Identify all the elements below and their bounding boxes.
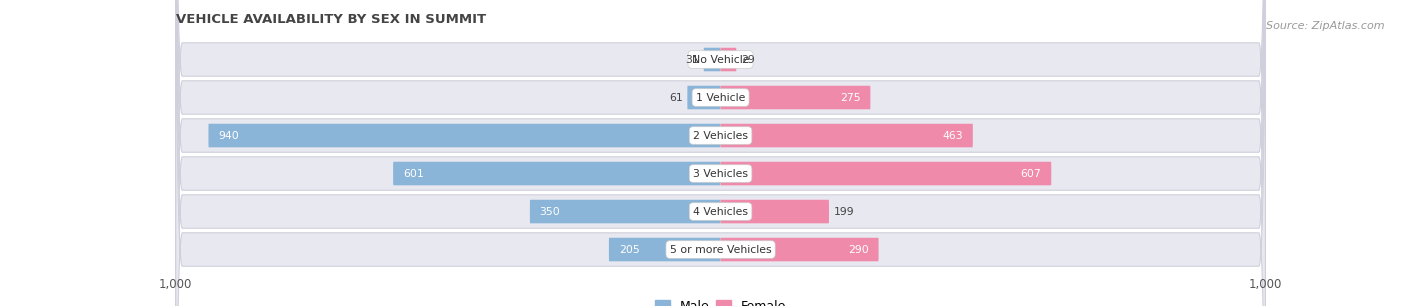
- Legend: Male, Female: Male, Female: [650, 295, 792, 306]
- FancyBboxPatch shape: [176, 0, 1265, 306]
- FancyBboxPatch shape: [721, 238, 879, 261]
- FancyBboxPatch shape: [721, 200, 830, 223]
- Text: 4 Vehicles: 4 Vehicles: [693, 207, 748, 217]
- FancyBboxPatch shape: [176, 0, 1265, 306]
- FancyBboxPatch shape: [208, 124, 721, 147]
- Text: 940: 940: [218, 131, 239, 140]
- Text: 31: 31: [686, 54, 699, 65]
- FancyBboxPatch shape: [721, 162, 1052, 185]
- FancyBboxPatch shape: [721, 86, 870, 109]
- Text: 275: 275: [839, 92, 860, 103]
- Text: 601: 601: [404, 169, 423, 178]
- Text: 2 Vehicles: 2 Vehicles: [693, 131, 748, 140]
- FancyBboxPatch shape: [176, 0, 1265, 306]
- Text: 1 Vehicle: 1 Vehicle: [696, 92, 745, 103]
- Text: 290: 290: [848, 244, 869, 255]
- Text: 463: 463: [942, 131, 963, 140]
- Text: 3 Vehicles: 3 Vehicles: [693, 169, 748, 178]
- FancyBboxPatch shape: [688, 86, 721, 109]
- FancyBboxPatch shape: [609, 238, 721, 261]
- FancyBboxPatch shape: [176, 0, 1265, 306]
- FancyBboxPatch shape: [394, 162, 721, 185]
- Text: Source: ZipAtlas.com: Source: ZipAtlas.com: [1267, 21, 1385, 32]
- FancyBboxPatch shape: [721, 48, 737, 71]
- Text: 61: 61: [669, 92, 683, 103]
- Text: 199: 199: [834, 207, 853, 217]
- Text: 350: 350: [540, 207, 561, 217]
- Text: 205: 205: [619, 244, 640, 255]
- Text: 29: 29: [741, 54, 755, 65]
- FancyBboxPatch shape: [176, 0, 1265, 306]
- FancyBboxPatch shape: [176, 0, 1265, 306]
- Text: 607: 607: [1021, 169, 1042, 178]
- Text: VEHICLE AVAILABILITY BY SEX IN SUMMIT: VEHICLE AVAILABILITY BY SEX IN SUMMIT: [176, 13, 486, 26]
- FancyBboxPatch shape: [530, 200, 721, 223]
- Text: 5 or more Vehicles: 5 or more Vehicles: [669, 244, 772, 255]
- FancyBboxPatch shape: [721, 124, 973, 147]
- Text: No Vehicle: No Vehicle: [692, 54, 749, 65]
- FancyBboxPatch shape: [703, 48, 721, 71]
